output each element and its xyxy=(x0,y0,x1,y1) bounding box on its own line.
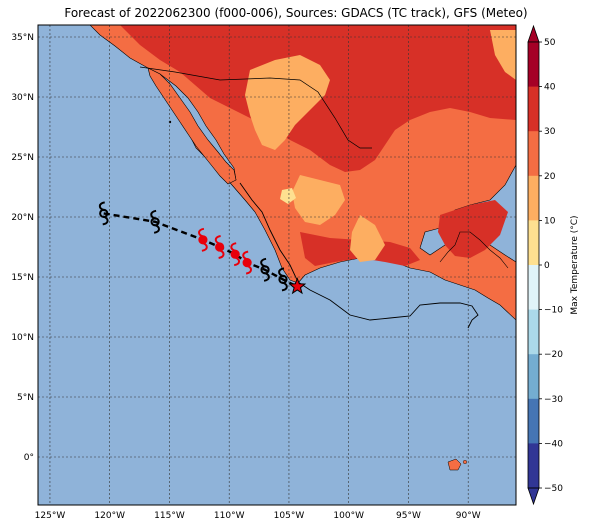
cyclone-symbol-icon xyxy=(214,235,225,259)
colorbar-segment xyxy=(528,443,539,489)
colorbar-segment xyxy=(528,354,539,400)
track-point xyxy=(231,250,239,258)
cyclone-symbol-icon xyxy=(150,209,160,234)
colorbar-extend-top xyxy=(527,24,540,43)
map-frame xyxy=(37,24,517,506)
cyclone-eye xyxy=(242,258,252,268)
track-point xyxy=(216,243,224,251)
cyclone-symbol-icon xyxy=(198,227,208,252)
colorbar-tick-label: −50 xyxy=(544,484,563,494)
land-mild-4 xyxy=(490,30,516,80)
colorbar-segment xyxy=(528,175,539,221)
colorbar-label: Max Temperature (°C) xyxy=(570,215,580,314)
lat-tick-label: 10°N xyxy=(11,333,34,343)
cyclone-eye xyxy=(150,217,160,227)
land-mild-3 xyxy=(350,215,385,262)
cyclone-eye xyxy=(99,208,109,218)
lon-tick-label: 100°W xyxy=(333,511,364,521)
cyclone-track xyxy=(98,201,307,295)
cyclone-eye xyxy=(215,242,225,252)
gridlines xyxy=(38,25,516,505)
lon-tick-label: 90°W xyxy=(456,511,481,521)
colorbar-segment xyxy=(528,220,539,266)
colorbar: 50 40 30 20 10 0 −10 −20 −30 −40 −50 xyxy=(527,24,563,506)
cyclone-symbol-icon xyxy=(98,201,109,226)
colorbar-tick-label: −10 xyxy=(544,306,563,316)
colorbar-tick-label: 50 xyxy=(544,38,556,48)
border-us-mexico xyxy=(139,66,372,149)
current-position-star-icon xyxy=(288,277,307,295)
colorbar-tick-label: −20 xyxy=(544,350,563,360)
track-point xyxy=(199,236,207,244)
map-title: Forecast of 2022062300 (f000-006), Sourc… xyxy=(64,6,528,20)
lat-tick-label: 25°N xyxy=(11,153,34,163)
colorbar-tick-label: 30 xyxy=(544,127,556,137)
longitude-ticks: 125°W 120°W 115°W 110°W 105°W 100°W 95°W 90°W xyxy=(35,511,481,521)
map-area xyxy=(38,25,516,505)
lat-tick-label: 0° xyxy=(24,453,34,463)
lon-tick-label: 105°W xyxy=(274,511,305,521)
land-cool-spot xyxy=(280,188,296,204)
colorbar-tick-label: −40 xyxy=(544,439,563,449)
colorbar-tick-label: 20 xyxy=(544,172,556,182)
cyclone-symbol-icon xyxy=(242,250,252,275)
colorbar-segment xyxy=(528,309,539,355)
colorbar-tick-label: −30 xyxy=(544,395,563,405)
lat-tick-label: 5°N xyxy=(17,393,34,403)
colorbar-segment xyxy=(528,131,539,177)
colorbar-segment xyxy=(528,398,539,444)
lon-tick-label: 110°W xyxy=(214,511,245,521)
border-mexico-guatemala xyxy=(439,231,509,269)
colorbar-tick-label: 0 xyxy=(544,261,550,271)
lon-tick-label: 115°W xyxy=(154,511,185,521)
lat-tick-label: 30°N xyxy=(11,93,34,103)
lat-tick-label: 15°N xyxy=(11,273,34,283)
land-galapagos-islet xyxy=(463,460,468,465)
colorbar-tick-label: 40 xyxy=(544,83,556,93)
lon-tick-label: 95°W xyxy=(396,511,421,521)
cyclone-eye xyxy=(260,265,270,275)
lat-tick-label: 35°N xyxy=(11,33,34,43)
colorbar-segment xyxy=(528,265,539,311)
land-galapagos xyxy=(447,458,462,471)
latitude-ticks: 35°N 30°N 25°N 20°N 15°N 10°N 5°N 0° xyxy=(11,33,34,463)
colorbar-segment xyxy=(528,42,539,88)
track-point xyxy=(243,259,251,267)
cyclone-eye xyxy=(278,274,288,284)
track-line xyxy=(103,212,298,288)
colorbar-extend-bottom xyxy=(527,487,540,506)
land-mild-1 xyxy=(245,55,330,150)
cyclone-symbol-icon xyxy=(230,242,241,267)
cyclone-symbol-icon xyxy=(278,267,288,292)
lat-tick-label: 20°N xyxy=(11,213,34,223)
lon-tick-label: 125°W xyxy=(35,511,66,521)
colorbar-tick-label: 10 xyxy=(544,216,556,226)
cyclone-eye xyxy=(198,235,208,245)
cyclone-symbol-icon xyxy=(260,257,270,282)
land-mild-2 xyxy=(292,175,345,225)
colorbar-segment xyxy=(528,86,539,132)
lon-tick-label: 120°W xyxy=(94,511,125,521)
coastline-pacific xyxy=(239,182,479,329)
cyclone-eye xyxy=(230,249,240,259)
